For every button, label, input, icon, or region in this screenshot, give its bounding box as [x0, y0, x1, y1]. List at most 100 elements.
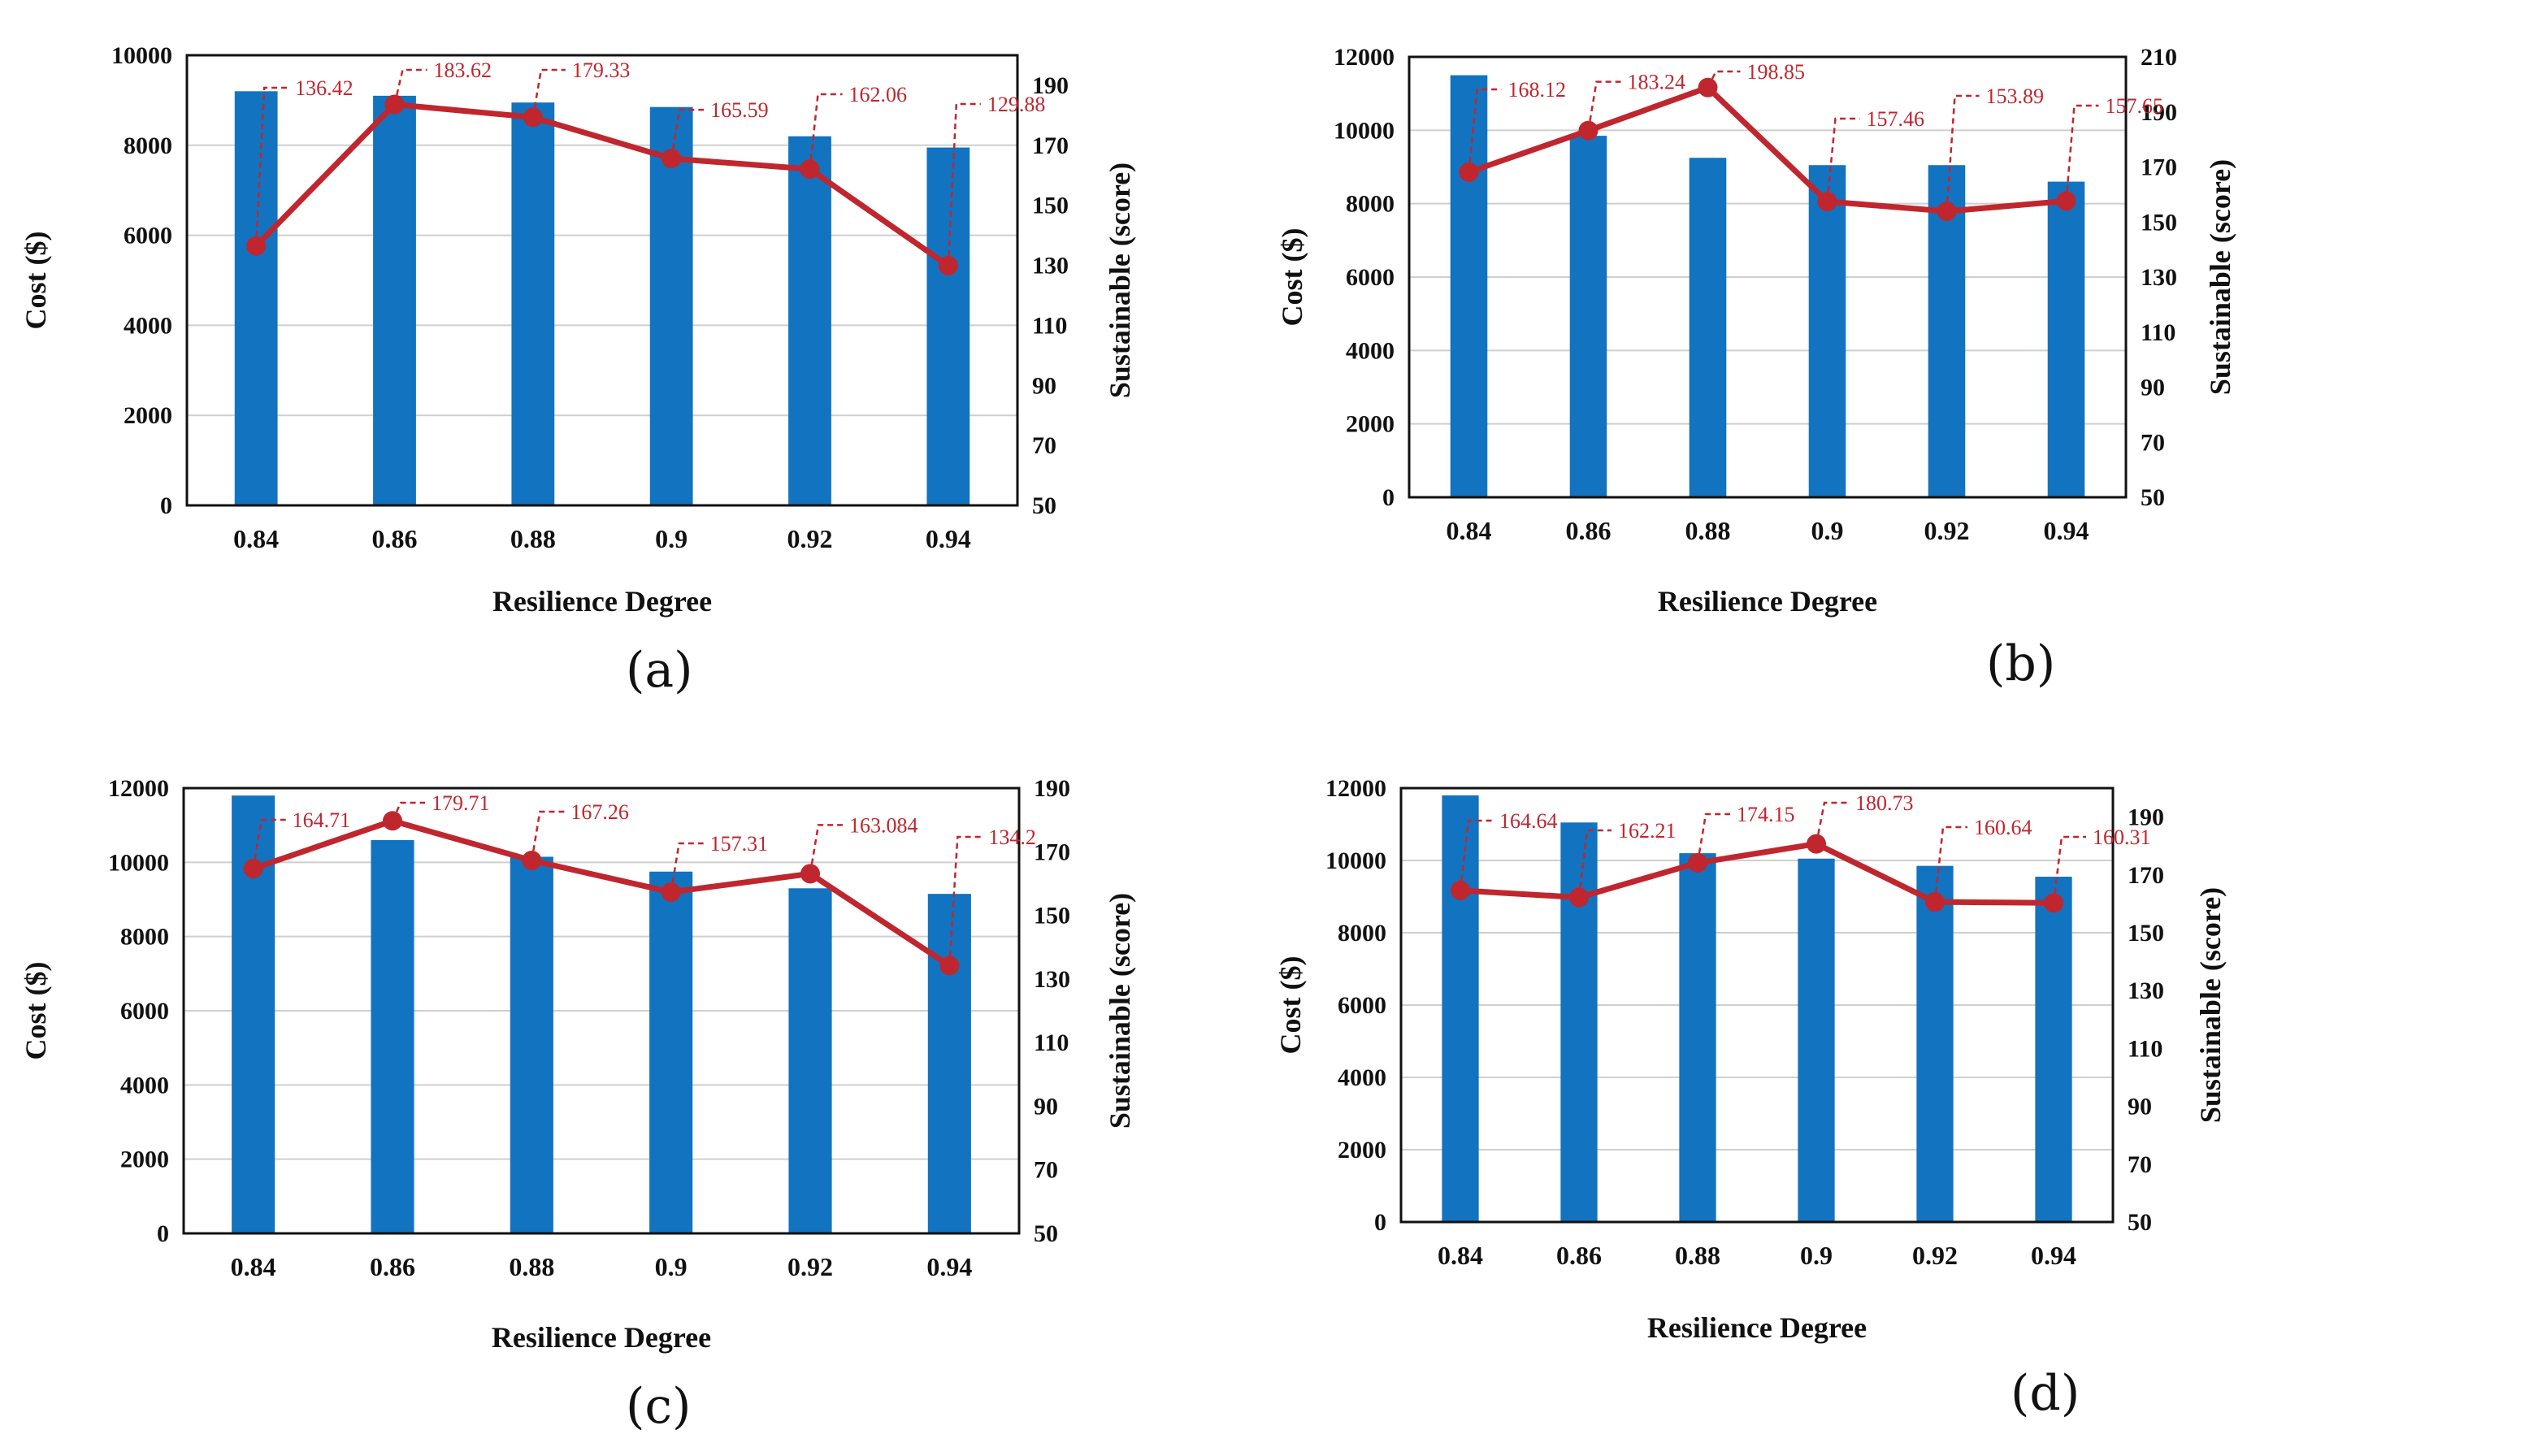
bar: [371, 839, 414, 1233]
x-axis-title: Resilience Degree: [492, 585, 712, 618]
chart-panel-a: 0 2000 4000 6000 8000 10000 50 70 90 110 130 150 170…: [0, 0, 1271, 728]
y2-tick-label: 50: [2141, 484, 2165, 511]
line-point: [243, 858, 263, 878]
x-tick-label: 0.84: [1447, 516, 1492, 545]
y-tick-label: 4000: [1338, 1064, 1386, 1091]
panel-label-c: (c): [626, 1378, 692, 1435]
data-label: 160.64: [1974, 816, 2032, 839]
y2-tick-label: 70: [2128, 1151, 2152, 1178]
line-point: [662, 149, 682, 169]
line-point: [2044, 893, 2063, 913]
y-tick-label: 8000: [124, 132, 172, 159]
data-label: 198.85: [1747, 60, 1806, 84]
plot-frame: [1408, 55, 2128, 499]
x-axis-title: Resilience Degree: [1647, 1311, 1867, 1344]
bar: [1450, 75, 1488, 498]
x-tick-label: 0.94: [926, 1252, 972, 1281]
y2-tick-label: 170: [1034, 838, 1070, 865]
y-tick-label: 2000: [120, 1146, 169, 1173]
y2-tick-label: 50: [2128, 1209, 2152, 1236]
data-label: 183.62: [434, 58, 492, 82]
y-tick-label: 8000: [120, 924, 169, 951]
y2-tick-label: 150: [1032, 193, 1069, 219]
y-tick-label: 8000: [1338, 920, 1386, 947]
data-label-leader: [809, 93, 843, 170]
y2-tick-label: 90: [2141, 375, 2165, 401]
y2-axis-title: Sustainable (score): [1104, 893, 1136, 1129]
y2-tick-label: 130: [1032, 253, 1069, 280]
x-tick-label: 0.92: [1924, 516, 1970, 545]
panel-label-b: (b): [1986, 635, 2056, 692]
data-label-leader: [2052, 835, 2086, 904]
plot-frame: [1399, 786, 2115, 1224]
x-tick-label: 0.86: [1556, 1241, 1602, 1270]
y2-tick-label: 190: [2141, 99, 2177, 126]
line-point: [1578, 120, 1599, 141]
y2-axis-title: Sustainable (score): [2194, 887, 2227, 1123]
bar: [1798, 858, 1835, 1222]
line-point: [1688, 853, 1707, 873]
y-tick-label: 4000: [1346, 337, 1395, 364]
y-tick-label: 0: [1382, 484, 1395, 511]
y2-tick-label: 110: [2141, 319, 2175, 346]
data-label-leader: [393, 68, 427, 105]
data-label-leader: [1577, 829, 1612, 898]
chart-a-svg: 0 2000 4000 6000 8000 10000 50 70 90 110 130 150 170…: [20, 42, 1136, 618]
x-tick-label: 0.94: [926, 524, 971, 553]
x-tick-label: 0.94: [2044, 516, 2089, 545]
data-label: 136.42: [295, 76, 354, 100]
x-tick-label: 0.92: [787, 524, 833, 553]
x-tick-label: 0.86: [370, 1252, 415, 1281]
line-point: [800, 159, 820, 180]
x-tick-label: 0.88: [1685, 516, 1731, 545]
y2-tick-label: 170: [2141, 154, 2177, 181]
sustainability-line: [254, 101, 950, 268]
x-axis-title: Resilience Degree: [1658, 585, 1877, 618]
bar: [2035, 877, 2072, 1222]
y-tick-label: 12000: [1325, 775, 1386, 802]
chart-b-svg: 0 2000 4000 6000 8000 10000 12000 50 70 90 110 130 1…: [1276, 44, 2236, 618]
x-tick-label: 0.88: [509, 1252, 554, 1281]
plot-frame: [185, 54, 1019, 507]
data-label: 160.31: [2093, 826, 2151, 849]
data-label: 183.24: [1628, 71, 1686, 94]
y-tick-label: 10000: [1334, 117, 1395, 144]
y-tick-label: 2000: [124, 402, 172, 429]
line-point: [661, 882, 681, 902]
x-tick-label: 0.84: [231, 1252, 276, 1281]
data-label-leader: [391, 801, 425, 821]
x-tick-label: 0.88: [510, 524, 556, 553]
bar: [1689, 158, 1727, 498]
data-label: 164.64: [1499, 809, 1558, 833]
x-tick-label: 0.94: [2031, 1241, 2076, 1270]
x-tick-label: 0.84: [233, 524, 279, 553]
bar: [2047, 181, 2085, 498]
y-tick-label: 12000: [108, 775, 169, 802]
y2-tick-label: 210: [2141, 44, 2177, 71]
data-label: 162.21: [1618, 819, 1677, 843]
data-label-leader: [252, 818, 286, 869]
data-label: 134.2: [988, 826, 1036, 849]
line-point: [384, 94, 405, 115]
chart-panel-c: 0 2000 4000 6000 8000 10000 12000 50 70 90 110 130 1…: [0, 728, 1271, 1456]
data-label: 164.71: [293, 808, 351, 832]
bar: [1442, 795, 1479, 1222]
data-label-leader: [1826, 117, 1860, 202]
x-tick-label: 0.92: [787, 1252, 833, 1281]
data-label-leader: [948, 835, 983, 966]
y2-tick-label: 150: [1034, 903, 1070, 930]
data-label: 157.46: [1867, 107, 1925, 131]
x-tick-label: 0.9: [1811, 516, 1844, 545]
data-label-leader: [670, 108, 705, 159]
data-label: 165.59: [710, 98, 769, 122]
chart-panel-b: 0 2000 4000 6000 8000 10000 12000 50 70 90 110 130 1…: [1271, 0, 2542, 728]
bar: [927, 894, 971, 1233]
data-label: 157.65: [2106, 94, 2164, 118]
bar: [1808, 165, 1846, 497]
data-label: 179.33: [572, 58, 631, 82]
line-point: [1459, 162, 1479, 182]
data-label: 157.31: [710, 832, 769, 856]
sustainability-line: [1468, 84, 2067, 214]
bar: [788, 888, 832, 1233]
data-label-leader: [1468, 88, 1502, 172]
